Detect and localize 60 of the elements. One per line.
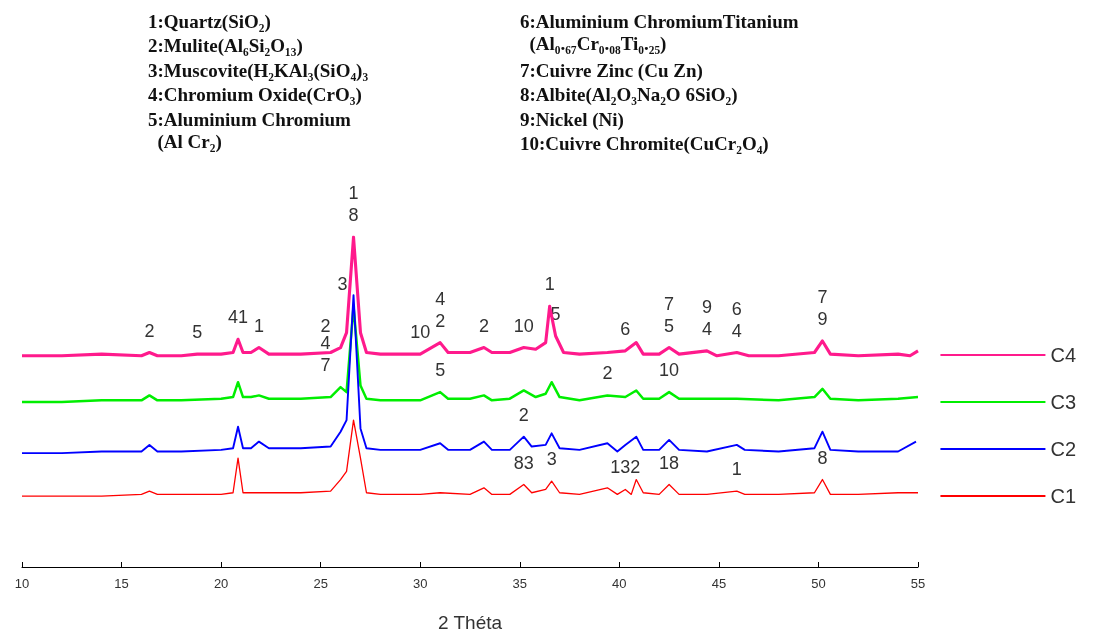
text: C1 [1050, 485, 1077, 507]
annotation: 5 [664, 315, 675, 336]
annotation: 10 [659, 360, 680, 381]
text: 1:Quartz(SiO₂) [148, 10, 271, 33]
x-tick-label: 35 [512, 576, 528, 591]
annotation: 132 [610, 457, 641, 478]
annotation: 83 [513, 452, 534, 473]
annotation: 5 [435, 360, 446, 381]
annotation: 8 [817, 447, 828, 468]
annotation: 9 [701, 296, 712, 317]
text: 6:Aluminium ChromiumTitanium (Al₀.₆₇Cr₀.₀₈Ti₀.₂₅) [520, 10, 799, 55]
annotation: 2 [478, 315, 489, 336]
annotation: 4 [320, 333, 331, 354]
x-tick-label: 55 [910, 576, 926, 591]
x-tick-label: 50 [811, 576, 826, 591]
x-tick-label: 40 [612, 576, 627, 591]
text: 3:Muscovite(H₂KAl₃(SiO₄)₃ [148, 59, 369, 82]
annotation: 2 [518, 404, 529, 425]
annotation: 2 [144, 320, 155, 341]
x-tick-label: 30 [412, 576, 428, 591]
annotation: 3 [546, 449, 557, 470]
annotation: 6 [620, 318, 631, 339]
annotation: 1 [731, 459, 742, 480]
annotation: 7 [664, 293, 675, 314]
annotation: 10 [513, 315, 534, 336]
annotation: 18 [659, 452, 680, 473]
text: 8:Albite(Al₂O₃Na₂O 6SiO₂) [520, 84, 738, 106]
annotation: 4 [701, 318, 712, 339]
annotation: 4 [435, 288, 446, 309]
annotation: 1 [348, 183, 359, 203]
text: 7:Cuivre Zinc (Cu Zn) [520, 59, 703, 82]
annotation: 7 [817, 286, 828, 307]
text: C4 [1050, 344, 1077, 366]
text: C2 [1050, 438, 1077, 460]
annotation: 10 [410, 322, 431, 343]
annotation: 7 [320, 355, 331, 376]
text: 10:Cuivre Chromite(CuCr₂O₄) [520, 133, 769, 155]
annotation: 2 [435, 310, 446, 331]
text: C3 [1050, 391, 1077, 413]
text: 9:Nickel (Ni) [520, 108, 624, 131]
text: 5:Aluminium Chromium (Al Cr₂) [148, 108, 352, 153]
annotation: 2 [602, 363, 613, 384]
annotation: 3 [337, 274, 348, 295]
annotation: 8 [348, 205, 359, 225]
annotation: 4 [731, 320, 742, 341]
x-tick-label: 20 [213, 576, 229, 591]
annotation: 6 [731, 298, 742, 319]
text: 2:Mulite(Al₆Si₂O₁₃) [148, 35, 303, 57]
annotation: 2 [320, 315, 331, 336]
x-tick-label: 45 [711, 576, 727, 591]
annotation: 1 [544, 274, 555, 295]
x-tick-label: 25 [313, 576, 328, 591]
annotation: 9 [817, 308, 828, 329]
annotation: 1 [253, 315, 264, 336]
annotation: 5 [192, 322, 203, 343]
x-tick-label: 15 [114, 576, 129, 591]
text: 4:Chromium Oxide(CrO₃) [148, 84, 362, 106]
x-axis-title: 2 Théta [437, 612, 503, 633]
annotation: 41 [228, 307, 249, 328]
x-tick-label: 10 [14, 576, 30, 591]
